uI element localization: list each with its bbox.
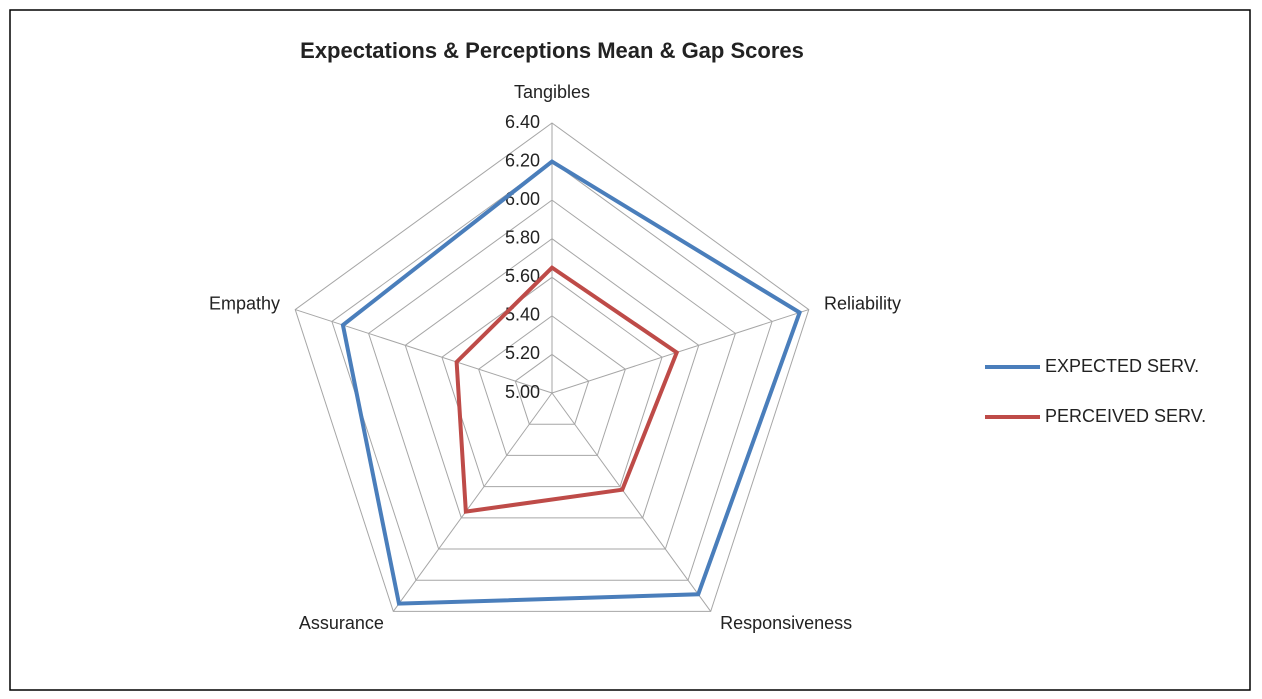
grid-ring xyxy=(478,315,626,456)
radial-tick-label: 6.40 xyxy=(505,112,540,132)
radial-tick-label: 5.80 xyxy=(505,227,540,247)
grid-ring xyxy=(367,199,737,550)
axis-spoke xyxy=(392,392,553,612)
radial-tick-label: 5.60 xyxy=(505,266,540,286)
category-label: Responsiveness xyxy=(720,613,852,633)
series-line xyxy=(340,159,803,606)
grid-ring xyxy=(441,276,663,488)
legend-label: EXPECTED SERV. xyxy=(1045,356,1199,376)
category-label: Tangibles xyxy=(514,82,590,102)
chart-title: Expectations & Perceptions Mean & Gap Sc… xyxy=(300,38,804,63)
radial-tick-label: 5.20 xyxy=(505,343,540,363)
category-label: Assurance xyxy=(299,613,384,633)
legend-label: PERCEIVED SERV. xyxy=(1045,406,1206,426)
radial-tick-label: 5.40 xyxy=(505,305,540,325)
grid-ring xyxy=(331,160,773,581)
chart-frame xyxy=(9,9,1251,691)
grid-ring xyxy=(514,353,590,425)
radial-tick-label: 6.20 xyxy=(505,150,540,170)
axis-spoke xyxy=(551,392,712,612)
series-line xyxy=(454,265,680,514)
category-label: Empathy xyxy=(209,293,280,313)
axis-spoke xyxy=(295,309,553,394)
category-label: Reliability xyxy=(824,293,901,313)
grid-ring xyxy=(294,122,810,612)
axis-spoke xyxy=(551,309,809,394)
grid-ring xyxy=(404,238,700,519)
radial-tick-label: 5.00 xyxy=(505,382,540,402)
